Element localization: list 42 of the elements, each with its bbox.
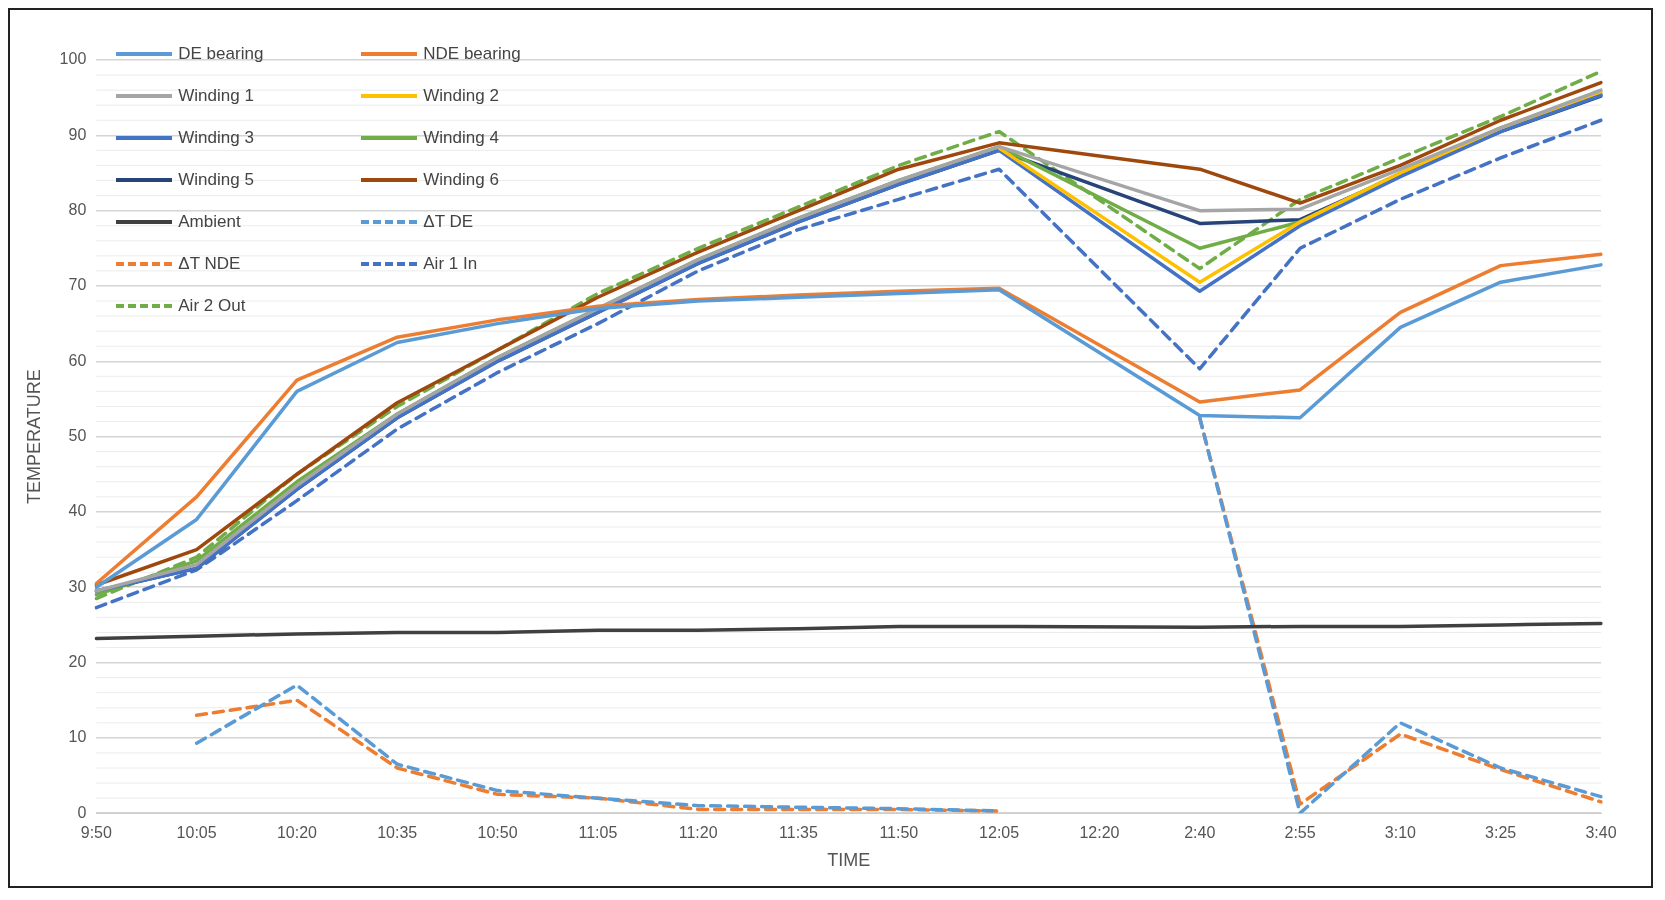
legend-label: Winding 5	[178, 170, 254, 190]
legend-label: DE bearing	[178, 44, 264, 64]
y-tick-label: 10	[68, 728, 87, 746]
x-tick-label: 2:55	[1284, 824, 1316, 842]
x-tick-label: 10:35	[377, 824, 418, 842]
x-tick-label: 12:20	[1079, 824, 1120, 842]
legend-label: ΔT DE	[423, 212, 474, 232]
x-tick-label: 11:50	[879, 824, 919, 842]
y-tick-label: 70	[68, 276, 87, 294]
x-tick-label: 10:05	[176, 824, 217, 842]
y-tick-label: 60	[68, 351, 87, 369]
x-tick-label: 11:35	[779, 824, 819, 842]
y-tick-label: 90	[68, 125, 87, 143]
legend-label: Air 2 Out	[178, 296, 246, 316]
y-tick-label: 50	[68, 427, 87, 445]
x-tick-label: 10:50	[477, 824, 518, 842]
legend-label: Air 1 In	[423, 254, 478, 274]
x-tick-label: 2:40	[1184, 824, 1216, 842]
y-tick-label: 40	[68, 502, 87, 520]
y-tick-label: 20	[68, 652, 87, 670]
y-tick-label: 30	[68, 577, 87, 595]
x-axis-title: TIME	[827, 850, 871, 871]
y-tick-label: 100	[59, 50, 87, 68]
x-tick-label: 9:50	[80, 824, 112, 842]
legend-label: Winding 4	[423, 128, 499, 148]
legend-label: Winding 2	[423, 86, 499, 106]
y-tick-label: 0	[77, 803, 87, 821]
x-tick-label: 10:20	[276, 824, 318, 842]
legend-label: Winding 1	[178, 86, 254, 106]
legend-label: Winding 6	[423, 170, 499, 190]
x-tick-label: 11:05	[578, 824, 618, 842]
x-tick-label: 3:25	[1485, 824, 1517, 842]
legend-label: NDE bearing	[423, 44, 521, 64]
x-tick-label: 3:10	[1384, 824, 1417, 842]
x-tick-label: 11:20	[678, 824, 718, 842]
x-tick-label: 3:40	[1585, 824, 1617, 842]
legend-label: Ambient	[178, 212, 241, 232]
legend-label: ΔT NDE	[178, 254, 241, 274]
y-tick-label: 80	[68, 201, 87, 219]
x-tick-label: 12:05	[979, 824, 1020, 842]
legend-label: Winding 3	[178, 128, 254, 148]
y-axis-title: TEMPERATURE	[23, 369, 44, 504]
